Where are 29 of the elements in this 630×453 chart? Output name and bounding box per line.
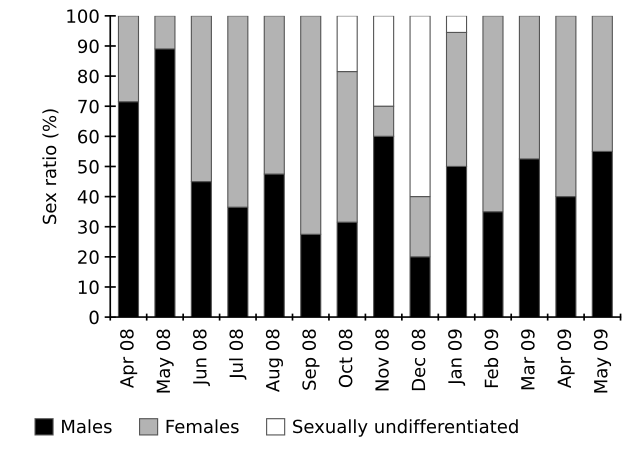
y-tick-label: 90 <box>78 39 99 54</box>
y-axis-title: Sex ratio (%) <box>42 109 58 224</box>
x-tick-label: Apr 09 <box>557 329 575 388</box>
y-tick-label: 0 <box>90 310 99 324</box>
x-tick-label: Dec 08 <box>412 329 426 390</box>
y-tick-label: 10 <box>78 280 99 294</box>
y-tick-label: 80 <box>78 70 99 84</box>
y-tick-label: 20 <box>78 250 99 264</box>
legend-label: Females <box>166 419 239 434</box>
y-tick-label: 50 <box>78 160 99 174</box>
x-tick-label: Mar 09 <box>521 329 535 390</box>
x-tick-label: May 08 <box>156 329 174 392</box>
x-tick-label: Nov 08 <box>375 329 389 390</box>
x-tick-label: Apr 08 <box>120 329 138 388</box>
x-tick-label: Jun 08 <box>192 329 210 386</box>
y-tick-label: 30 <box>78 220 99 234</box>
x-tick-label: Aug 08 <box>266 329 284 392</box>
y-tick-label: 40 <box>78 190 99 204</box>
y-tick-label: 70 <box>78 100 99 114</box>
x-tick-label: May 09 <box>594 329 612 392</box>
legend-label: Sexually undifferentiated <box>293 419 518 437</box>
x-tick-label: Sep 08 <box>302 329 320 390</box>
x-tick-label: Jul 08 <box>229 329 246 380</box>
legend-label: Males <box>62 419 112 434</box>
x-tick-label: Oct 08 <box>338 329 352 388</box>
y-tick-label: 100 <box>67 9 99 23</box>
x-tick-label: Feb 09 <box>484 329 498 388</box>
x-tick-label: Jan 09 <box>448 329 466 386</box>
y-tick-label: 60 <box>78 130 99 144</box>
